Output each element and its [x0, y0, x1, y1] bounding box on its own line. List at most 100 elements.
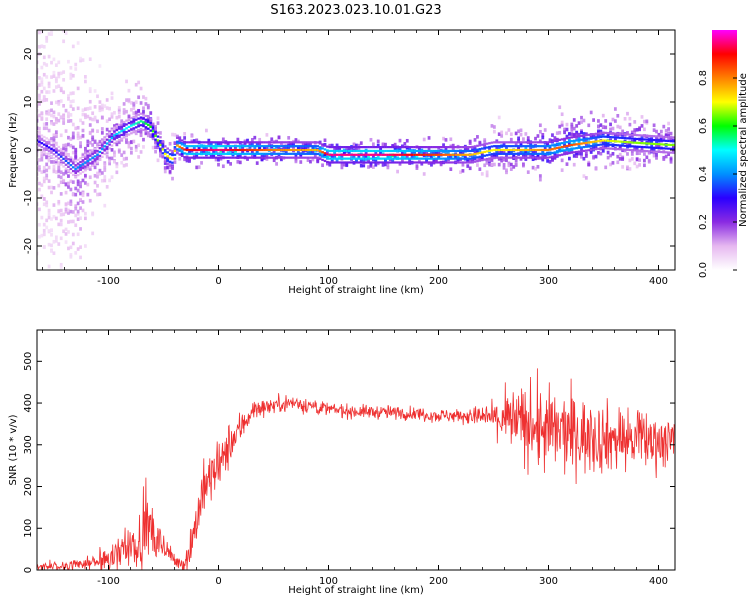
- spectrogram-ridge-cell: [282, 156, 286, 159]
- spectrogram-x-tick-label: 400: [649, 276, 668, 287]
- spectrogram-ridge-cell: [611, 139, 615, 143]
- spectrogram-ridge-cell: [263, 156, 266, 159]
- spectrogram-ridge-cell: [638, 134, 641, 137]
- spectrogram-ridge-cell: [117, 135, 121, 138]
- spectrogram-cell: [57, 84, 61, 89]
- spectrogram-ridge-cell: [289, 156, 293, 159]
- spectrogram-cell: [647, 139, 651, 144]
- spectrogram-ridge-cell: [524, 156, 528, 159]
- spectrogram-ridge-cell: [151, 134, 155, 137]
- spectrogram-ridge-cell: [534, 141, 537, 144]
- spectrogram-ridge-cell: [381, 149, 385, 153]
- spectrogram-ridge-cell: [306, 148, 310, 152]
- spectrogram-cell: [430, 155, 433, 159]
- spectrogram-ridge-cell: [243, 148, 247, 152]
- spectrogram-ridge-cell: [546, 145, 549, 148]
- spectrogram-ridge-cell: [442, 153, 445, 156]
- spectrogram-ridge-cell: [130, 120, 133, 123]
- spectrogram-ridge-cell: [318, 157, 322, 160]
- spectrogram-cell: [415, 154, 419, 158]
- spectrogram-ridge-cell: [391, 157, 395, 160]
- spectrogram-ridge-cell: [178, 141, 182, 145]
- spectrogram-ridge-cell: [420, 149, 424, 153]
- spectrogram-ridge-cell: [272, 152, 276, 155]
- spectrogram-ridge-cell: [265, 152, 269, 155]
- spectrogram-cell: [633, 128, 637, 132]
- spectrogram-ridge-cell: [222, 148, 225, 152]
- spectrogram-cell: [655, 129, 658, 134]
- spectrogram-cell: [519, 141, 523, 146]
- spectrogram-ridge-cell: [289, 145, 293, 148]
- spectrogram-ridge-cell: [241, 145, 244, 148]
- spectrogram-ridge-cell: [519, 145, 523, 148]
- spectrogram-ridge-cell: [384, 146, 387, 149]
- spectrogram-ridge-cell: [580, 138, 583, 141]
- spectrogram-ridge-cell: [166, 162, 169, 166]
- spectrogram-ridge-cell: [323, 159, 327, 163]
- spectrogram-ridge-cell: [304, 156, 307, 159]
- spectrogram-cell: [381, 163, 385, 167]
- spectrogram-ridge-cell: [601, 147, 605, 150]
- spectrogram-cell: [229, 162, 232, 166]
- spectrogram-cell: [333, 147, 337, 151]
- spectrogram-cell: [37, 104, 39, 108]
- spectrogram-ridge-cell: [464, 149, 467, 153]
- spectrogram-ridge-cell: [171, 165, 174, 168]
- spectrogram-ridge-cell: [480, 159, 484, 162]
- spectrogram-cell: [110, 156, 114, 161]
- spectrogram-ridge-cell: [309, 141, 312, 144]
- spectrogram-cell: [54, 269, 58, 270]
- spectrogram-cell: [120, 124, 124, 128]
- spectrogram-cell: [59, 218, 63, 223]
- spectrogram-cell: [335, 158, 339, 163]
- spectrogram-cell: [630, 152, 634, 156]
- spectrogram-ridge-cell: [236, 141, 240, 144]
- spectrogram-cell: [38, 30, 41, 35]
- spectrogram-cell: [551, 133, 554, 137]
- spectrogram-cell: [568, 156, 571, 161]
- spectrogram-cell: [599, 123, 603, 127]
- spectrogram-cell: [359, 163, 363, 168]
- spectrogram-cell: [321, 163, 324, 168]
- spectrogram-cell: [64, 202, 68, 206]
- spectrogram-ridge-cell: [345, 153, 349, 156]
- spectrogram-cell: [613, 107, 617, 111]
- spectrogram-cell: [519, 157, 523, 161]
- spectrogram-ridge-cell: [263, 145, 266, 148]
- spectrogram-cell: [577, 151, 581, 156]
- spectrogram-ridge-cell: [72, 166, 75, 169]
- spectrogram-ridge-cell: [297, 148, 300, 152]
- spectrogram-ridge-cell: [117, 127, 121, 130]
- spectrogram-ridge-cell: [96, 146, 99, 149]
- spectrogram-ridge-cell: [495, 148, 499, 152]
- spectrogram-cell: [62, 115, 66, 120]
- spectrogram-ridge-cell: [597, 140, 600, 143]
- spectrogram-cell: [461, 169, 465, 173]
- spectrogram-ridge-cell: [398, 157, 402, 160]
- spectrogram-cell: [265, 146, 269, 151]
- spectrogram-cell: [526, 170, 530, 174]
- spectrogram-ridge-cell: [454, 161, 457, 164]
- spectrogram-ridge-cell: [529, 148, 532, 152]
- spectrogram-cell: [483, 163, 487, 168]
- spectrogram-cell: [91, 212, 95, 217]
- spectrogram-cell: [611, 117, 615, 122]
- spectrogram-ridge-cell: [193, 148, 196, 152]
- spectrogram-ridge-cell: [357, 149, 361, 153]
- spectrogram-cell: [289, 142, 293, 147]
- spectrogram-ridge-cell: [396, 153, 399, 156]
- spectrogram-cell: [45, 35, 49, 40]
- spectrogram-ridge-cell: [437, 146, 441, 149]
- spectrogram-ridge-cell: [623, 133, 627, 136]
- spectrogram-ridge-cell: [352, 146, 356, 149]
- spectrogram-ridge-cell: [386, 161, 390, 164]
- spectrogram-ridge-cell: [76, 170, 80, 173]
- spectrogram-cell: [669, 160, 673, 164]
- spectrogram-cell: [466, 164, 470, 168]
- spectrogram-cell: [538, 177, 542, 182]
- spectrogram-ridge-cell: [57, 145, 61, 149]
- colorbar-ticks: 0.00.20.40.60.8: [698, 70, 737, 278]
- spectrogram-cell: [258, 141, 262, 146]
- spectrogram-ridge-cell: [456, 161, 460, 164]
- spectrogram-ridge-cell: [585, 137, 588, 141]
